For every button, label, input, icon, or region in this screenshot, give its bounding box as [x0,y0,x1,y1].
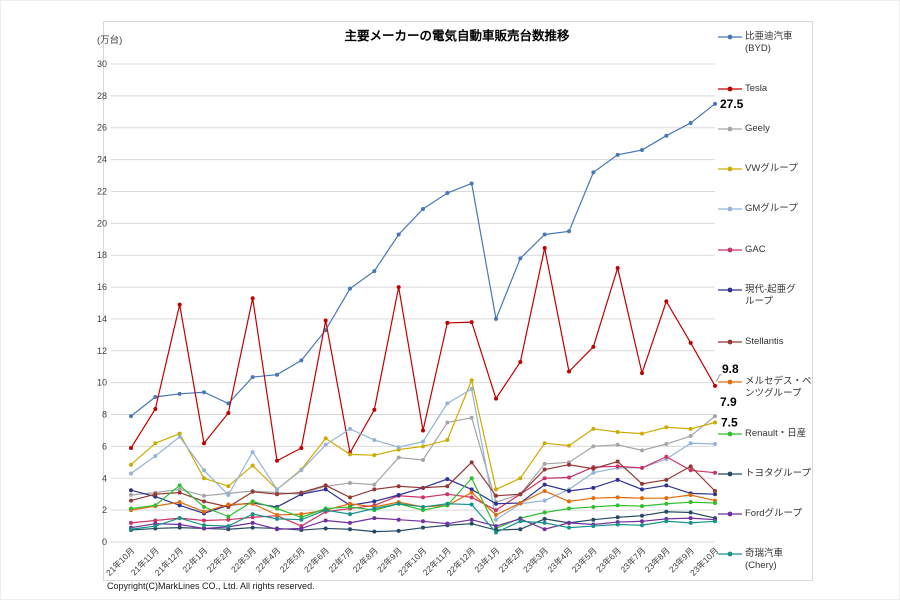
legend-item-ford-group: Fordグループ [718,508,810,520]
legend-item-tesla: Tesla [718,83,810,95]
legend-item-geely: Geely [718,123,810,135]
legend-label-hyundai-kia-group: 現代-起亜グ ループ [745,283,796,307]
legend-marker-gac [718,247,742,252]
legend-item-renault-nissan: Renault・日産 [718,428,810,440]
legend-item-toyota-group: トヨタグループ [718,467,811,480]
legend-label-gm-group: GMグループ [745,203,798,215]
legend-label-gac: GAC [745,243,766,255]
legend-marker-chery [718,551,742,557]
legend-marker-geely [718,126,742,132]
chart-title: 主要メーカーの電気自動車販売台数推移 [344,29,570,43]
legend-label-vw-group: VWグループ [745,163,798,175]
legend-marker-tesla [718,86,742,92]
legend-item-gm-group: GMグループ [718,203,810,215]
legend-label-ford-group: Fordグループ [745,508,802,519]
copyright-text: Copyright(C)MarkLines CO., Ltd. All righ… [107,581,315,591]
legend-marker-toyota-group [718,471,742,477]
legend-item-hyundai-kia-group: 現代-起亜グ ループ [718,284,810,308]
legend-item-gac: GAC [718,244,810,256]
legend-label-chery: 奇瑞汽車 (Chery) [745,548,784,571]
legend-item-stellantis: Stellantis [718,336,810,348]
chart-frame [103,21,813,581]
legend-label-stellantis: Stellantis [745,335,784,347]
legend-item-mercedes-benz-group: メルセデス・ベ ンツグループ [718,375,812,400]
legend-label-byd: 比亜迪汽車 (BYD) [745,31,793,54]
legend-item-vw-group: VWグループ [718,163,810,175]
legend-label-renault-nissan: Renault・日産 [745,427,807,439]
legend-label-tesla: Tesla [745,83,768,94]
legend-marker-gm-group [718,206,742,212]
legend-marker-mercedes-benz-group [718,379,742,385]
legend-marker-ford-group [718,511,742,517]
legend-marker-hyundai-kia-group [718,287,742,293]
legend-item-byd: 比亜迪汽車 (BYD) [718,31,810,55]
legend-marker-stellantis [718,339,742,345]
chart-legend: 比亜迪汽車 (BYD) Tesla Geely VWグループ GMグループ GAC 現代-起亜… [718,31,812,572]
legend-label-mercedes-benz-group: メルセデス・ベ ンツグループ [745,375,812,399]
y-axis-unit-label: (万台) [97,35,123,46]
legend-item-chery: 奇瑞汽車 (Chery) [718,548,810,572]
legend-label-geely: Geely [745,123,770,135]
legend-marker-byd [718,34,742,40]
legend-marker-renault-nissan [718,431,742,437]
legend-label-toyota-group: トヨタグループ [745,467,811,479]
legend-marker-vw-group [718,166,742,172]
